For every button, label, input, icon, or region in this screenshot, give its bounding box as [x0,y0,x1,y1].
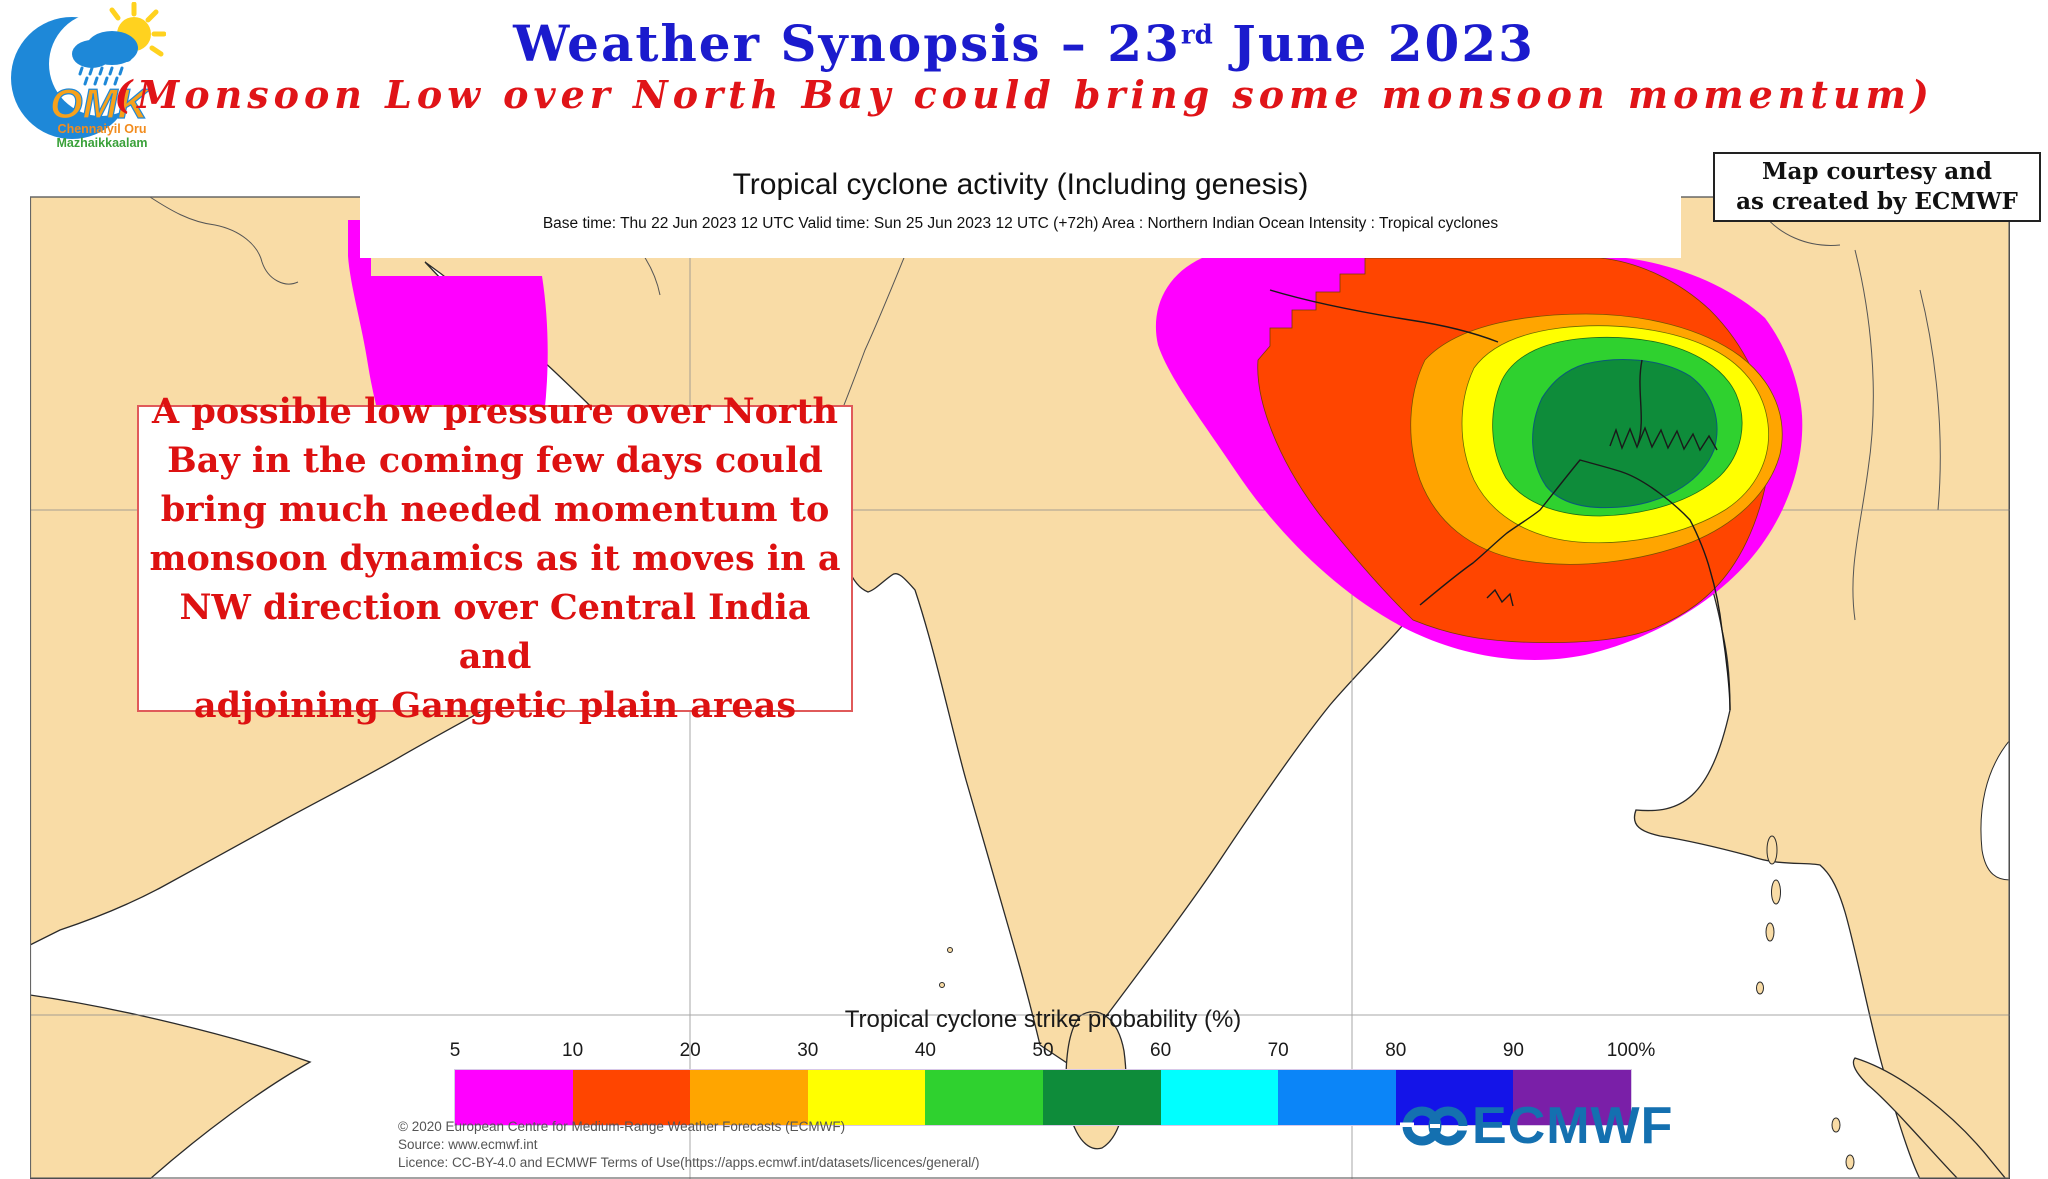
gulf-of-thailand [1980,739,2010,881]
copyright-block: © 2020 European Centre for Medium-Range … [398,1118,980,1172]
title-superscript: rd [1180,20,1213,51]
probability-ring-50 [1532,359,1718,509]
legend-swatch [455,1070,573,1125]
legend-swatch [1278,1070,1396,1125]
legend-tick: 100% [1606,1040,1656,1061]
ecmwf-wordmark: ECMWF [1472,1097,1674,1155]
map-title: Tropical cyclone activity (Including gen… [732,168,1309,201]
legend-tick: 5 [449,1040,461,1061]
legend-colorbar [454,1069,1632,1126]
copyright-line: Licence: CC-BY-4.0 and ECMWF Terms of Us… [398,1155,980,1170]
legend-swatch [807,1070,926,1125]
legend-tick: 30 [797,1040,819,1061]
legend-swatch [690,1070,808,1125]
logo-line1: Chennaiyil Oru [58,122,147,136]
legend-tick: 10 [562,1040,584,1061]
land-islets [939,947,1855,1170]
legend-ticks: 5 10 20 30 40 50 60 70 80 90 100% [450,1040,1656,1064]
legend-tick: 20 [679,1040,701,1061]
legend-tick: 40 [914,1040,936,1061]
legend-swatch [1042,1070,1161,1125]
map-basetime: Base time: Thu 22 Jun 2023 12 UTC Valid … [542,215,1499,232]
synopsis-callout: A possible low pressure over North Bay i… [137,391,853,726]
legend-title: Tropical cyclone strike probability (%) [844,1006,1242,1033]
page-subtitle: (Monsoon Low over North Bay could bring … [114,72,1934,117]
logo-line2: Mazhaikkaalam [56,136,147,150]
logo-cloud [72,31,138,68]
land-somalia [30,994,312,1179]
copyright-line: Source: www.ecmwf.int [398,1137,538,1152]
land-sumatra [1852,1057,2007,1179]
ecmwf-rings-icon [1400,1106,1472,1146]
legend-tick: 50 [1032,1040,1054,1061]
logo-acronym: OMK [50,80,151,127]
map-title-band: Tropical cyclone activity (Including gen… [360,150,1681,258]
legend-tick: 80 [1385,1040,1407,1061]
map-courtesy-box: Map courtesy and as created by ECMWF [1713,152,2041,222]
legend-tick: 90 [1502,1040,1524,1061]
legend-swatch [1160,1070,1279,1125]
legend-tick: 60 [1150,1040,1172,1061]
legend-swatch [572,1070,691,1125]
legend-swatch [1513,1070,1631,1125]
legend-swatch [925,1070,1043,1125]
copyright-line: © 2020 European Centre for Medium-Range … [398,1119,846,1134]
coastline-over-blob [1269,289,1731,711]
page-title: Weather Synopsis – 23rd June 2023 [513,14,1535,73]
legend-tick: 70 [1267,1040,1289,1061]
omk-logo: OMK Chennaiyil Oru Mazhaikkaalam [6,1,167,150]
land-andaman-islands [1756,835,1781,995]
ecmwf-logo: ECMWF [1400,1096,1673,1156]
logo-rain [78,66,124,86]
